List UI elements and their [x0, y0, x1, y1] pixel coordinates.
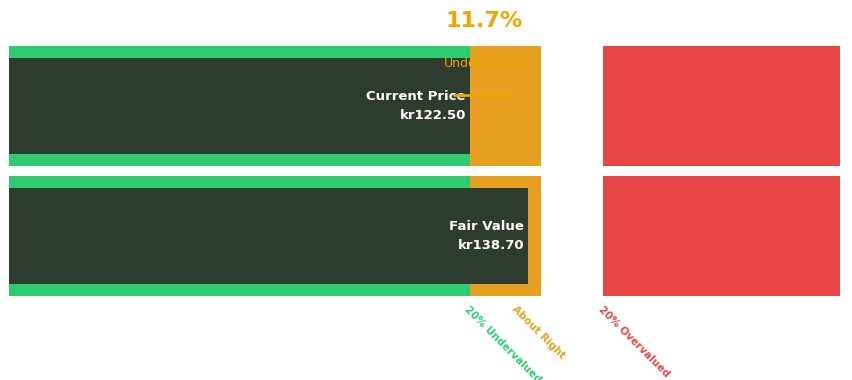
Text: 11.7%: 11.7% — [445, 11, 522, 32]
Bar — [469, 46, 540, 166]
Bar — [9, 176, 469, 296]
Text: Current Price
kr122.50: Current Price kr122.50 — [366, 90, 465, 122]
Text: 20% Undervalued: 20% Undervalued — [463, 304, 543, 380]
Text: About Right: About Right — [509, 304, 567, 361]
Bar — [602, 46, 839, 166]
Bar — [9, 46, 469, 166]
Bar — [469, 176, 540, 296]
Bar — [9, 188, 527, 284]
Bar — [602, 176, 839, 296]
Text: Undervalued: Undervalued — [444, 57, 524, 70]
Text: 20% Overvalued: 20% Overvalued — [596, 304, 671, 379]
Text: Fair Value
kr138.70: Fair Value kr138.70 — [449, 220, 523, 252]
Bar — [9, 58, 469, 154]
